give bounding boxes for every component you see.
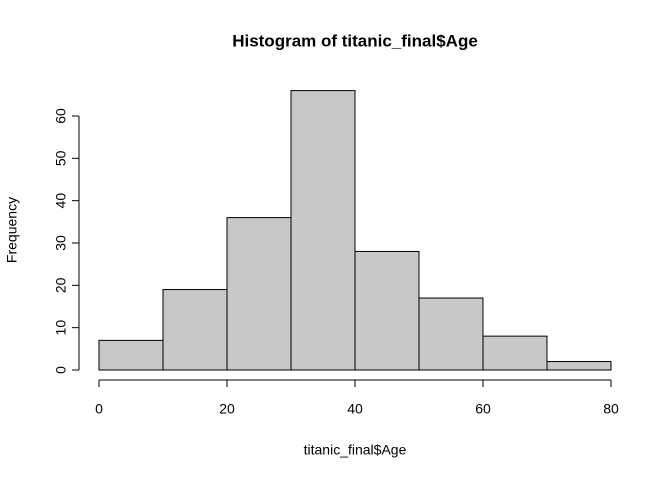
- y-tick-label: 60: [53, 108, 69, 124]
- y-tick-label: 30: [53, 235, 69, 251]
- y-tick-label: 40: [53, 193, 69, 209]
- y-tick-label: 0: [53, 366, 69, 374]
- bar: [546, 361, 612, 371]
- bar: [226, 217, 292, 371]
- bar: [98, 339, 164, 371]
- x-tick-label: 80: [603, 401, 619, 417]
- bar: [418, 297, 484, 371]
- bar: [354, 250, 420, 371]
- bar: [482, 335, 548, 371]
- x-tick-label: 0: [95, 401, 103, 417]
- y-axis-label: Frequency: [4, 197, 20, 263]
- y-tick-label: 20: [53, 277, 69, 293]
- x-tick-label: 40: [347, 401, 363, 417]
- y-tick-label: 10: [53, 320, 69, 336]
- x-axis-label: titanic_final$Age: [304, 442, 407, 458]
- y-tick-label: 50: [53, 150, 69, 166]
- bar: [162, 289, 228, 371]
- x-tick-label: 20: [219, 401, 235, 417]
- bar: [290, 90, 356, 371]
- x-tick-label: 60: [475, 401, 491, 417]
- chart-title: Histogram of titanic_final$Age: [232, 31, 478, 50]
